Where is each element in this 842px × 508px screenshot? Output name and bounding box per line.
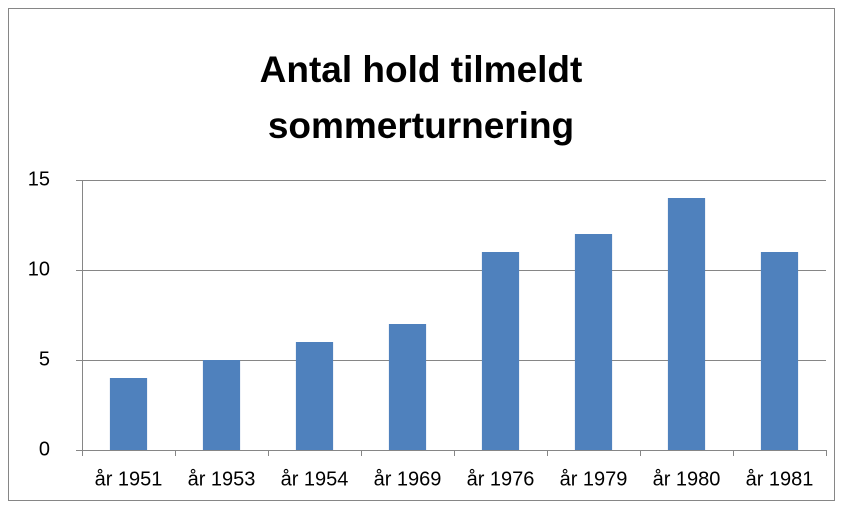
bar (295, 342, 334, 450)
bar (202, 360, 241, 450)
x-tick-label: år 1980 (653, 468, 721, 490)
x-tick-label: år 1979 (560, 468, 628, 490)
x-tick-label: år 1953 (188, 468, 256, 490)
y-tick-label: 10 (28, 258, 50, 280)
x-tick-label: år 1976 (467, 468, 535, 490)
bar (481, 252, 520, 450)
bar (109, 378, 148, 450)
bar (760, 252, 799, 450)
chart-title: Antal hold tilmeldt (260, 49, 583, 90)
x-tick-label: år 1981 (746, 468, 814, 490)
y-tick-label: 5 (39, 348, 50, 370)
bar (388, 324, 427, 450)
y-tick-label: 0 (39, 438, 50, 460)
x-tick-label: år 1951 (95, 468, 163, 490)
x-tick-label: år 1969 (374, 468, 442, 490)
bar (574, 234, 613, 450)
x-tick-label: år 1954 (281, 468, 349, 490)
y-tick-label: 15 (28, 168, 50, 190)
chart-title: sommerturnering (268, 105, 574, 146)
bar (667, 198, 706, 450)
